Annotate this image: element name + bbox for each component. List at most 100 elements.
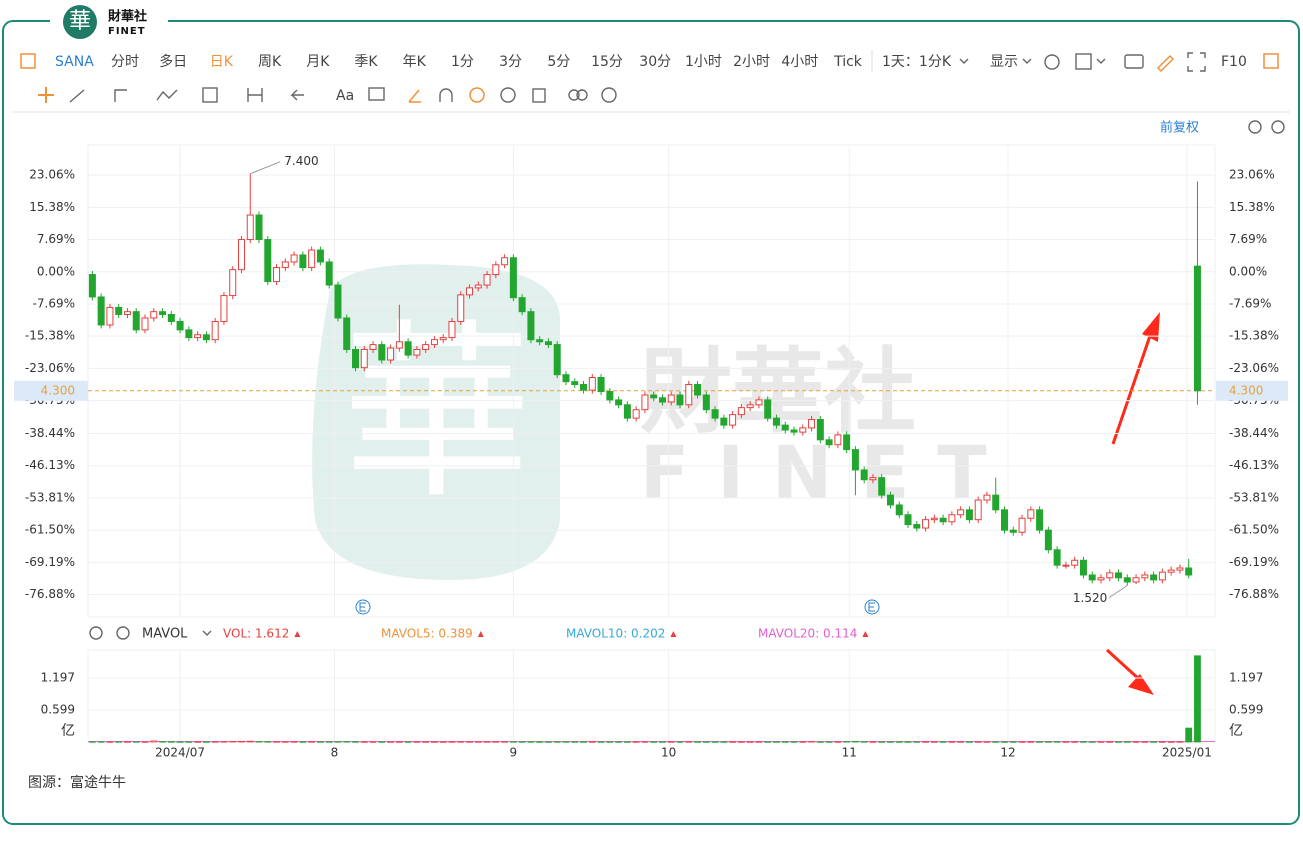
wave-tool-icon[interactable] bbox=[156, 89, 178, 101]
candle-body bbox=[237, 239, 245, 271]
candle-body bbox=[97, 296, 105, 326]
link-icon[interactable] bbox=[568, 89, 580, 101]
period-tab[interactable]: 4小时 bbox=[781, 54, 818, 70]
f10-button[interactable]: F10 bbox=[1221, 54, 1247, 70]
settings-icon[interactable] bbox=[89, 626, 103, 640]
volume-bar bbox=[308, 741, 316, 743]
volume-bar bbox=[948, 741, 956, 743]
volume-bar bbox=[729, 741, 737, 743]
measure-icon[interactable] bbox=[247, 88, 263, 102]
candle-body bbox=[658, 397, 666, 403]
settings-icon[interactable] bbox=[601, 87, 617, 103]
indicator-name[interactable]: MAVOL bbox=[142, 627, 188, 642]
y-tick-label-right: -69.19% bbox=[1229, 555, 1279, 569]
layout-icon[interactable] bbox=[20, 53, 36, 69]
period-tab[interactable]: 周K bbox=[258, 54, 282, 70]
display-menu[interactable]: 显示 bbox=[990, 54, 1018, 70]
volume-bar bbox=[1150, 741, 1158, 743]
candle-body bbox=[1141, 574, 1149, 579]
period-tab[interactable]: 分时 bbox=[111, 54, 139, 70]
candle-body bbox=[422, 344, 430, 350]
volume-bar bbox=[325, 741, 333, 743]
volume-bar bbox=[843, 741, 851, 743]
panel-icon[interactable] bbox=[1263, 53, 1279, 69]
y-tick-label: -38.44% bbox=[25, 426, 75, 440]
period-tab[interactable]: 5分 bbox=[547, 54, 570, 70]
pencil-icon[interactable] bbox=[1156, 54, 1175, 73]
volume-bar bbox=[1027, 741, 1035, 743]
text-tool[interactable]: Aa bbox=[336, 88, 354, 104]
period-tab[interactable]: 月K bbox=[306, 54, 330, 70]
y-tick-label: 0.599 bbox=[41, 702, 75, 716]
candle-body bbox=[194, 334, 202, 339]
candle-body bbox=[343, 317, 351, 350]
symbol[interactable]: SANA bbox=[55, 54, 94, 70]
candle-body bbox=[904, 514, 912, 526]
period-tab[interactable]: 年K bbox=[403, 54, 427, 70]
period-tab[interactable]: 2小时 bbox=[733, 54, 770, 70]
note-icon[interactable] bbox=[368, 87, 385, 101]
link-icon[interactable] bbox=[576, 89, 588, 101]
volume-bar bbox=[1018, 741, 1026, 743]
period-tab[interactable]: 季K bbox=[354, 54, 378, 70]
zoom-in-icon[interactable] bbox=[1271, 120, 1285, 134]
dropdown-icon bbox=[1096, 58, 1106, 64]
period-tab[interactable]: 3分 bbox=[499, 54, 522, 70]
zoom-out-icon[interactable] bbox=[1248, 120, 1262, 134]
volume-bar bbox=[860, 741, 868, 743]
period-tab[interactable]: 多日 bbox=[159, 53, 187, 70]
volume-bar bbox=[597, 741, 605, 743]
candle-body bbox=[264, 239, 272, 283]
last-price-label-right: 4.300 bbox=[1229, 383, 1263, 397]
back-icon[interactable] bbox=[290, 89, 304, 101]
candle-body bbox=[1185, 567, 1193, 576]
close-icon[interactable] bbox=[116, 626, 130, 640]
candle-body bbox=[562, 374, 570, 383]
volume-bar bbox=[422, 741, 430, 743]
candle-body bbox=[255, 214, 263, 241]
candle-body bbox=[360, 348, 368, 369]
period-tab[interactable]: 日K bbox=[210, 54, 234, 70]
fib-tool-icon[interactable] bbox=[202, 87, 218, 103]
volume-bar bbox=[229, 741, 237, 743]
candle-body bbox=[1079, 559, 1087, 576]
period-tab[interactable]: 30分 bbox=[639, 54, 671, 70]
period-tab[interactable]: 1小时 bbox=[685, 54, 722, 70]
line-tool-icon[interactable] bbox=[69, 89, 85, 103]
move-icon[interactable] bbox=[38, 87, 54, 103]
candle-body bbox=[518, 297, 526, 313]
delete-icon[interactable] bbox=[532, 88, 546, 103]
candle-body bbox=[755, 399, 763, 406]
y-tick-label-right: -7.69% bbox=[1229, 296, 1271, 310]
candle-body bbox=[606, 391, 614, 401]
period-tab[interactable]: 1分 bbox=[451, 54, 474, 70]
draw-box-icon[interactable] bbox=[1075, 53, 1092, 70]
camera-icon[interactable] bbox=[1124, 54, 1144, 69]
volume-bar bbox=[159, 741, 166, 743]
candle-body bbox=[106, 306, 114, 326]
fullscreen-icon[interactable] bbox=[1187, 52, 1206, 72]
period-tab[interactable]: 15分 bbox=[591, 54, 623, 70]
y-tick-label: -15.38% bbox=[25, 329, 75, 343]
y-tick-label: -7.69% bbox=[33, 296, 75, 310]
y-tick-label-right: 0.599 bbox=[1229, 702, 1263, 716]
volume-bar bbox=[1185, 727, 1193, 743]
y-tick-label-right: -76.88% bbox=[1229, 587, 1279, 601]
candle-body bbox=[316, 249, 324, 263]
candle-body bbox=[501, 257, 509, 266]
period-tab[interactable]: Tick bbox=[833, 54, 863, 70]
candle-body bbox=[281, 261, 289, 269]
sync-icon[interactable] bbox=[469, 87, 485, 103]
channel-tool-icon[interactable] bbox=[114, 89, 127, 102]
volume-bar bbox=[378, 741, 386, 743]
interval-select[interactable]: 1天：1分K bbox=[882, 54, 952, 70]
dropdown-icon bbox=[202, 630, 212, 636]
settings-icon[interactable] bbox=[1044, 54, 1060, 70]
eraser-icon[interactable] bbox=[408, 89, 421, 103]
volume-bar bbox=[641, 741, 649, 743]
magnet-icon[interactable] bbox=[439, 88, 453, 102]
hide-icon[interactable] bbox=[500, 87, 516, 103]
adjust-mode[interactable]: 前复权 bbox=[1160, 120, 1199, 136]
volume-bar bbox=[799, 741, 807, 743]
